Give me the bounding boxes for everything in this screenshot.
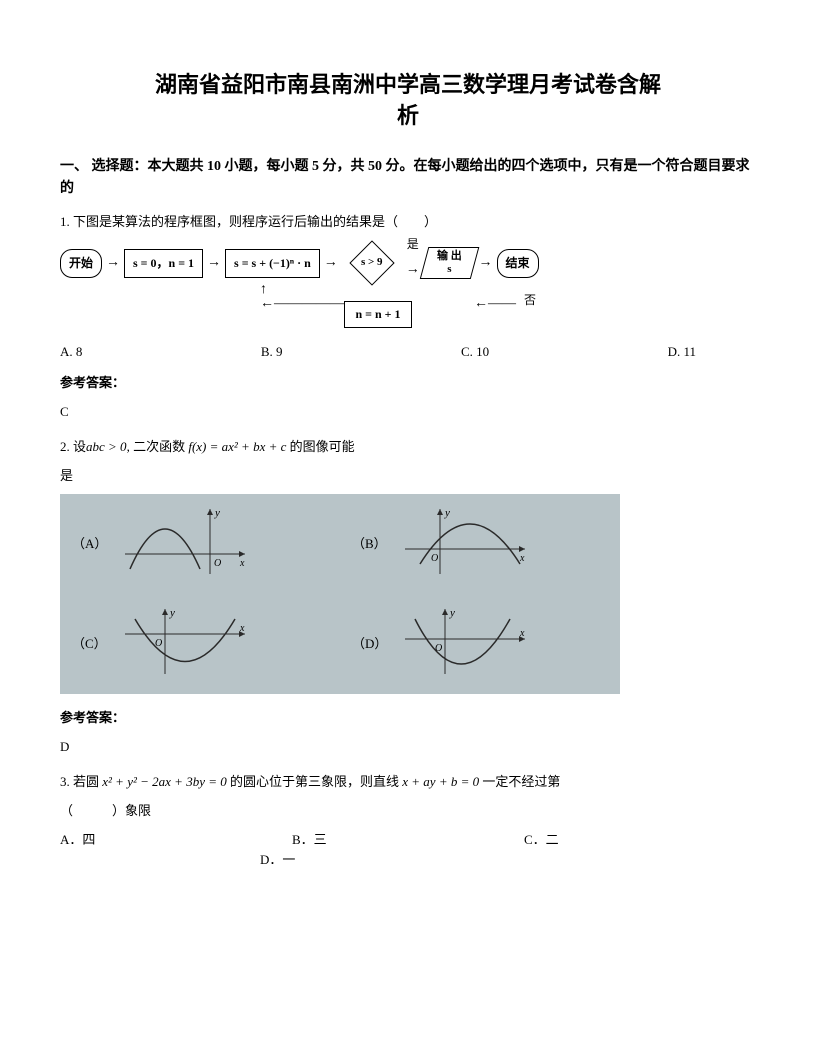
section-1-header: 一、 选择题：本大题共 10 小题，每小题 5 分，共 50 分。在每小题给出的… [60,156,756,201]
svg-text:x: x [519,628,525,639]
graph-label-a: （A） [72,534,107,555]
formula-fx: f(x) = ax² + bx + c [188,439,286,454]
graph-label-b: （B） [352,534,387,555]
svg-text:O: O [214,558,221,569]
flowchart-diagram: 开始 → s = 0，n = 1 → s = s + (−1)ⁿ · n → s… [60,245,756,332]
flow-init: s = 0，n = 1 [124,249,203,278]
flow-decision: s > 9 [342,245,402,281]
option-c: C．二 [524,830,756,851]
q2-answer: D [60,737,756,758]
formula-abc: abc > 0 [86,439,127,454]
option-a: A. 8 [60,342,82,363]
flow-start: 开始 [60,249,102,278]
flow-end: 结束 [497,249,539,278]
svg-text:x: x [239,623,245,634]
arrow-icon: → [479,252,493,274]
svg-text:O: O [431,553,438,564]
flow-update: s = s + (−1)ⁿ · n [225,249,320,278]
arrow-icon: → [207,252,221,274]
parabola-b: y O x [395,504,620,584]
flow-output: 输 出s [419,247,478,279]
question-3-text: 3. 若圆 x² + y² − 2ax + 3by = 0 的圆心位于第三象限，… [60,772,756,793]
graph-options-image: （A） y O x （B） y O [60,494,620,694]
option-a: A．四 [60,830,292,851]
exam-title: 湖南省益阳市南县南洲中学高三数学理月考试卷含解 析 [60,70,756,132]
question-1-text: 1. 下图是某算法的程序框图，则程序运行后输出的结果是（ ） [60,212,756,233]
q1-answer-label: 参考答案： [60,373,756,394]
svg-text:y: y [169,607,175,619]
svg-text:y: y [444,507,450,519]
arrow-icon: → [406,259,420,281]
arrow-icon: → [106,252,120,274]
option-d: D．一 [60,850,756,871]
option-b: B．三 [292,830,524,851]
svg-text:O: O [435,643,442,654]
svg-text:y: y [449,607,455,619]
question-2-cont: 是 [60,466,756,487]
q1-answer: C [60,402,756,423]
parabola-a: y O x [115,504,340,584]
svg-text:x: x [239,558,245,569]
label-yes: 是 [407,235,419,254]
parabola-c: y O x [115,604,340,684]
q2-answer-label: 参考答案： [60,708,756,729]
question-3-blank: （ ）象限 [60,801,756,822]
question-2-text: 2. 设abc > 0, 二次函数 f(x) = ax² + bx + c 的图… [60,437,756,458]
q3-options: A．四 B．三 C．二 D．一 [60,830,756,872]
label-no: 否 [524,291,536,310]
svg-text:O: O [155,638,162,649]
parabola-d: y O x [395,604,620,684]
svg-text:x: x [519,553,525,564]
option-c: C. 10 [461,342,489,363]
q1-options: A. 8 B. 9 C. 10 D. 11 [60,342,756,363]
arrow-icon: → [324,252,338,274]
graph-label-c: （C） [72,634,107,655]
flow-loop: n = n + 1 [344,301,411,328]
formula-circle: x² + y² − 2ax + 3by = 0 [102,774,226,789]
formula-line: x + ay + b = 0 [402,774,479,789]
option-d: D. 11 [668,342,696,363]
graph-label-d: （D） [352,634,387,655]
svg-text:y: y [214,507,220,519]
option-b: B. 9 [261,342,283,363]
